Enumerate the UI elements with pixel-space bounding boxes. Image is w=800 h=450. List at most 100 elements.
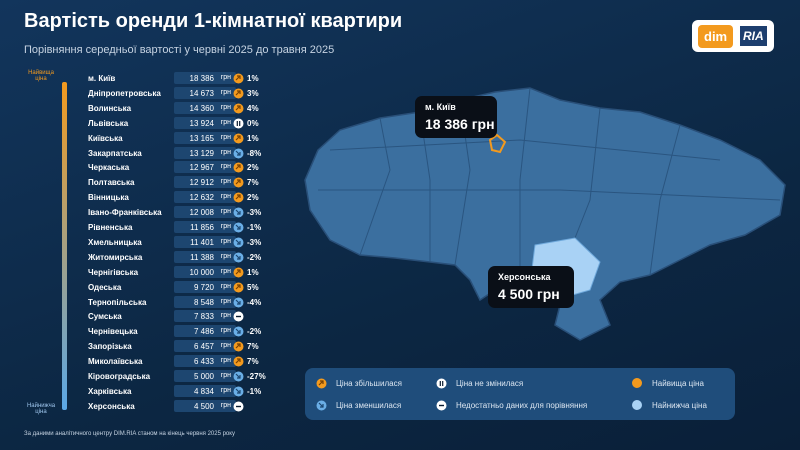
price-box: 6 433 грн bbox=[174, 355, 236, 368]
icon-up bbox=[233, 192, 244, 203]
change: -2% bbox=[247, 252, 262, 262]
icon-down bbox=[233, 237, 244, 248]
logo-ria: RIA bbox=[740, 26, 767, 46]
table-row: Одеська 9 720 грн 5% bbox=[84, 280, 284, 294]
price: 10 000 bbox=[189, 267, 214, 277]
region: Харківська bbox=[88, 386, 132, 396]
region: Хмельницька bbox=[88, 237, 142, 247]
table-row: Запорізька 6 457 грн 7% bbox=[84, 340, 284, 353]
title: Вартість оренди 1-кімнатної квартири bbox=[24, 10, 403, 32]
price-box: 5 000 грн bbox=[174, 370, 236, 382]
unit: грн bbox=[220, 208, 231, 216]
icon-up bbox=[233, 282, 244, 293]
icon-up bbox=[233, 73, 244, 84]
price-box: 8 548 грн bbox=[174, 295, 236, 308]
footnote: За даними аналітичного центру DIM.RIA ст… bbox=[24, 431, 235, 437]
icon-down bbox=[233, 207, 244, 218]
unit: грн bbox=[220, 193, 231, 201]
region: м. Київ bbox=[88, 74, 116, 83]
unit: грн bbox=[220, 178, 231, 186]
change: 3% bbox=[247, 88, 259, 98]
change: 1% bbox=[247, 74, 259, 83]
change: -4% bbox=[247, 297, 262, 307]
table-row: Черкаська 12 967 грн 2% bbox=[84, 161, 284, 174]
price: 12 912 bbox=[189, 178, 214, 188]
legend-label: Найнижча ціна bbox=[652, 401, 707, 410]
legend-label: Найвища ціна bbox=[652, 379, 704, 388]
region: Житомирська bbox=[88, 252, 143, 262]
price: 14 360 bbox=[189, 103, 214, 113]
icon-down bbox=[233, 148, 244, 158]
region: Волинська bbox=[88, 103, 132, 113]
region: Запорізька bbox=[88, 342, 132, 352]
logo-dim: dim bbox=[698, 25, 734, 48]
unit: грн bbox=[220, 267, 231, 275]
region: Рівненська bbox=[88, 223, 133, 232]
table-row: Дніпропетровська 14 673 грн 3% bbox=[84, 86, 284, 100]
legend-label: Ціна не змінилася bbox=[456, 379, 524, 388]
change: 5% bbox=[247, 282, 259, 292]
price-box: 13 924 грн bbox=[174, 116, 236, 129]
change: 2% bbox=[247, 193, 259, 203]
subtitle: Порівняння середньої вартості у червні 2… bbox=[24, 44, 335, 56]
callout-name: Херсонська bbox=[498, 272, 551, 282]
price: 13 165 bbox=[189, 133, 214, 143]
unit: грн bbox=[220, 163, 231, 171]
price-box: 12 967 грн bbox=[174, 161, 236, 174]
scale-bottom: Найнижча ціна bbox=[26, 403, 56, 415]
region: Кіровоградська bbox=[88, 372, 151, 381]
unit: грн bbox=[220, 88, 231, 96]
callout-price: 18 386 грн bbox=[425, 116, 495, 132]
unit: грн bbox=[220, 133, 231, 141]
price: 13 924 bbox=[189, 118, 214, 128]
price-box: 9 720 грн bbox=[174, 280, 236, 293]
price-box: 11 856 грн bbox=[174, 221, 236, 233]
region: Херсонська bbox=[88, 401, 135, 411]
region: Сумська bbox=[88, 312, 122, 322]
legend-swatch bbox=[632, 400, 642, 410]
price-box: 7 833 грн bbox=[174, 310, 236, 323]
icon-up bbox=[233, 356, 244, 367]
icon-up bbox=[233, 177, 244, 188]
ukraine bbox=[304, 87, 786, 341]
price-box: 12 008 грн bbox=[174, 206, 236, 219]
region: Миколаївська bbox=[88, 357, 143, 367]
logo: dim RIA bbox=[692, 20, 774, 52]
price-box: 14 673 грн bbox=[174, 86, 236, 99]
legend bbox=[305, 368, 735, 420]
table-row: Миколаївська 6 433 грн 7% bbox=[84, 355, 284, 368]
region: Дніпропетровська bbox=[88, 88, 161, 98]
unit: грн bbox=[220, 223, 231, 230]
change: 7% bbox=[247, 357, 259, 367]
price-box: 6 457 грн bbox=[174, 340, 236, 353]
unit: грн bbox=[220, 357, 231, 365]
region: Полтавська bbox=[88, 178, 135, 188]
price: 7 833 bbox=[193, 312, 214, 322]
table-row: Івано-Франківська 12 008 грн -3% bbox=[84, 206, 284, 219]
kyiv-marker bbox=[488, 133, 507, 154]
icon-up bbox=[233, 103, 244, 114]
table-row: Закарпатська 13 129 грн -8% bbox=[84, 146, 284, 160]
price-box: 7 486 грн bbox=[174, 325, 236, 338]
price-box: 11 401 грн bbox=[174, 235, 236, 248]
change: 1% bbox=[247, 267, 259, 277]
change: -3% bbox=[247, 237, 262, 247]
unit: грн bbox=[220, 312, 231, 320]
table-row: Київська 13 165 грн 1% bbox=[84, 131, 284, 145]
price-box: 18 386 грн bbox=[174, 72, 236, 84]
table-row: Сумська 7 833 грн bbox=[84, 310, 284, 323]
change: 4% bbox=[247, 103, 259, 113]
change: -1% bbox=[247, 223, 262, 232]
icon-down bbox=[233, 386, 244, 397]
icon-down bbox=[233, 222, 244, 233]
unit: грн bbox=[220, 327, 231, 335]
unit: грн bbox=[220, 297, 231, 305]
change: 0% bbox=[247, 118, 259, 128]
table-row: Хмельницька 11 401 грн -3% bbox=[84, 235, 284, 249]
icon-none bbox=[436, 400, 447, 411]
price: 18 386 bbox=[189, 74, 214, 83]
price: 4 500 bbox=[193, 401, 214, 411]
price: 5 000 bbox=[193, 372, 214, 381]
icon-down bbox=[233, 371, 244, 382]
